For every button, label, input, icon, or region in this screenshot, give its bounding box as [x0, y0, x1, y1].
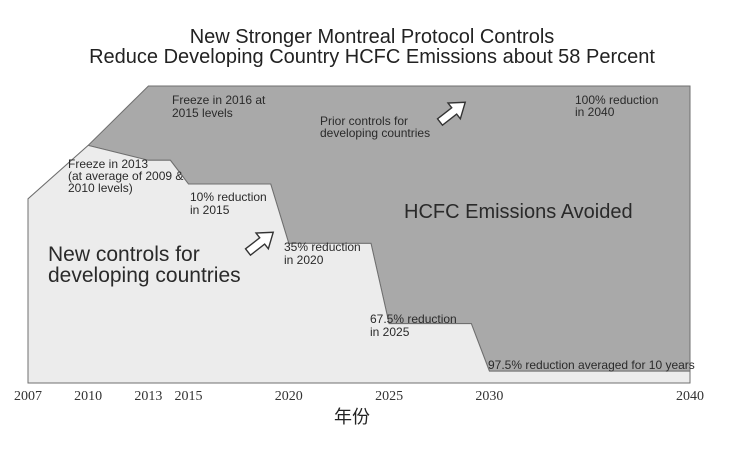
annotation-r10: 10% reduction in 2015: [190, 190, 267, 217]
new-region-label-line1: New controls for: [48, 243, 200, 266]
annotation-freeze2016: Freeze in 2016 at 2015 levels: [172, 93, 266, 120]
x-tick-label: 2015: [174, 389, 202, 404]
x-tick-label: 2007: [14, 389, 42, 404]
annotation-r100: 100% reduction in 2040: [575, 93, 658, 119]
x-tick-label: 2020: [275, 389, 303, 404]
avoided-region-label: HCFC Emissions Avoided: [404, 201, 633, 223]
new-region-label-line2: developing countries: [48, 264, 241, 287]
x-tick-label: 2030: [475, 389, 503, 404]
chart-title-line2: Reduce Developing Country HCFC Emissions…: [89, 46, 655, 68]
new-controls-region: [27, 144, 691, 384]
x-axis-label: 年份: [334, 407, 370, 428]
x-tick-label: 2010: [74, 389, 102, 404]
annotation-r35: 35% reduction in 2020: [284, 240, 361, 267]
new-controls-arrow: [244, 231, 275, 257]
x-tick-label: 2040: [676, 389, 704, 404]
annotation-r975: 97.5% reduction averaged for 10 years: [488, 358, 695, 372]
annotation-prior: Prior controls for developing countries: [320, 114, 430, 140]
annotation-freeze2013: Freeze in 2013 (at average of 2009 & 2010 …: [68, 157, 183, 195]
annotation-r675: 67.5% reduction in 2025: [370, 312, 457, 339]
prior-controls-arrow: [436, 101, 467, 127]
x-tick-label: 2025: [375, 389, 403, 404]
x-tick-label: 2013: [134, 389, 162, 404]
chart-title-line1: New Stronger Montreal Protocol Controls: [189, 26, 555, 48]
